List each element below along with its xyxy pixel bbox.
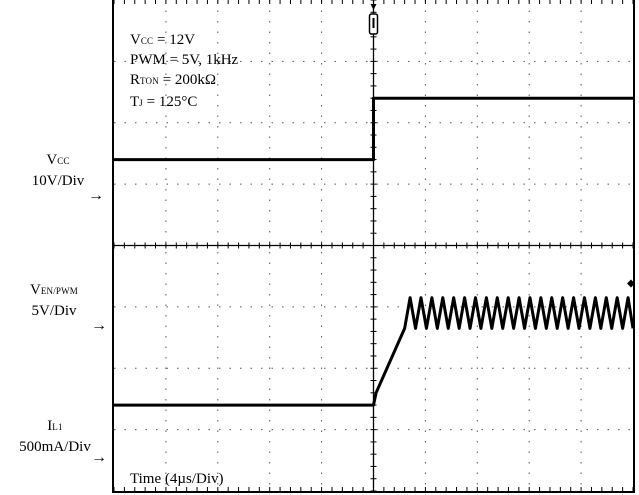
channel-label-en-pwm: VEN/PWM 5V/Div [6, 280, 102, 321]
scope-plot [114, 0, 633, 491]
channel-label-vcc: VCC 10V/Div [10, 150, 106, 191]
condition-vcc: VCC = 12V [130, 32, 196, 48]
channel-label-il1: IL1 500mA/Div [2, 416, 108, 457]
condition-tj: TJ = 125°C [130, 94, 198, 110]
scope-screen: VCC = 12V PWM = 5V, 1kHz RTON = 200kΩ TJ… [112, 0, 635, 493]
condition-rton: RTON = 200kΩ [130, 72, 217, 88]
condition-pwm: PWM = 5V, 1kHz [130, 52, 239, 68]
channel-marker-en-pwm-icon: → [91, 317, 107, 334]
trigger-level-icon [627, 279, 633, 288]
x-axis-label: Time (4µs/Div) [130, 471, 224, 487]
channel-scale-en-pwm: 5V/Div [31, 303, 77, 319]
channel-scale-il1: 500mA/Div [19, 439, 91, 455]
trigger-position-icon [370, 4, 377, 10]
channel-scale-vcc: 10V/Div [31, 173, 85, 189]
trace-il1 [114, 296, 633, 407]
channel-marker-il1-icon: → [91, 449, 107, 466]
channel-marker-vcc-icon: → [88, 187, 104, 204]
trace-ven-pwm [114, 96, 633, 162]
